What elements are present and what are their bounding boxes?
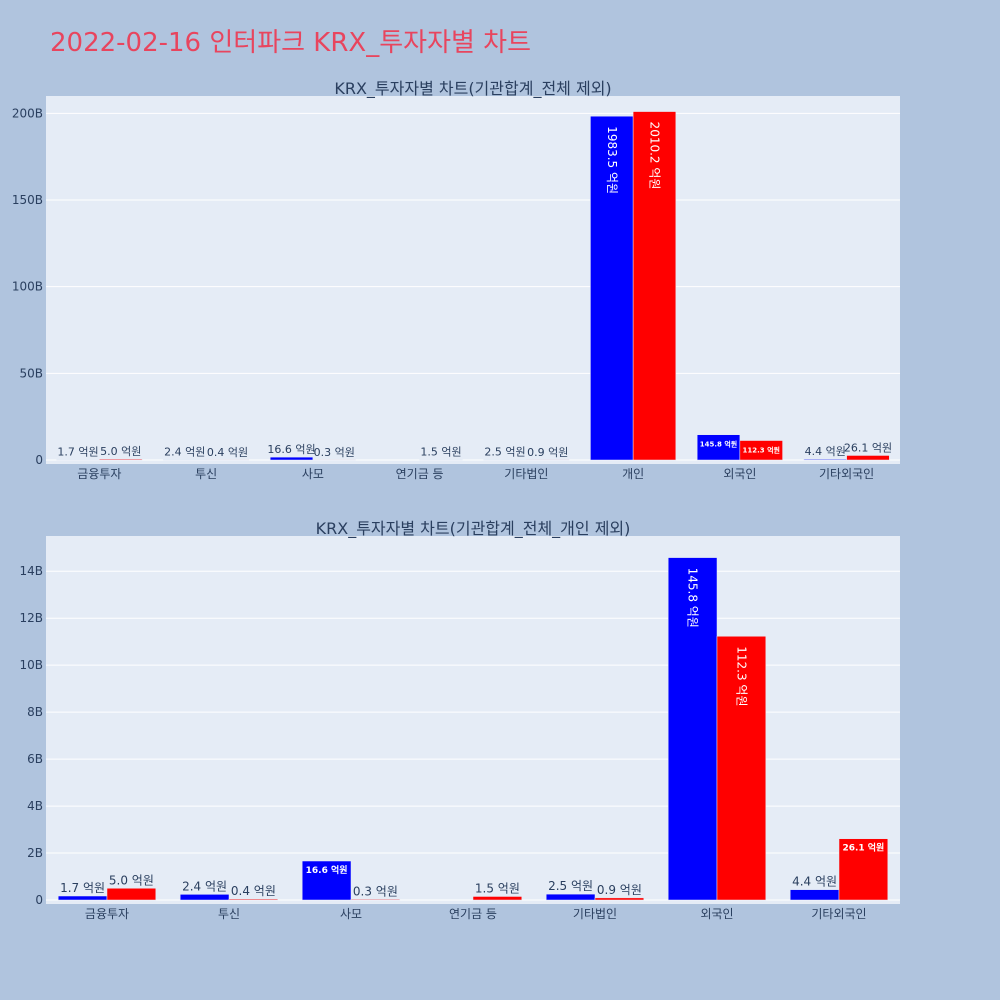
x-tick-label: 기타법인 (573, 907, 617, 921)
bar (106, 888, 157, 901)
x-tick-label: 사모 (340, 907, 362, 921)
data-label: 4.4 억원 (805, 445, 846, 458)
data-label: 2.5 억원 (484, 446, 525, 459)
page-title: 2022-02-16 인터파크 KRX_투자자별 차트 (50, 28, 532, 58)
data-label: 16.6 억원 (267, 443, 315, 456)
y-tick-label: 4B (27, 799, 43, 813)
bar (632, 111, 677, 461)
data-label: 0.3 억원 (314, 446, 355, 459)
data-label: 0.4 억원 (207, 446, 248, 459)
bar (472, 896, 523, 901)
data-label: 2.4 억원 (164, 446, 205, 459)
y-tick-label: 12B (19, 611, 43, 625)
y-tick-label: 6B (27, 752, 43, 766)
bar (789, 889, 840, 901)
x-tick-label: 연기금 등 (449, 907, 497, 921)
x-tick-label: 기타법인 (504, 467, 548, 481)
data-label: 4.4 억원 (792, 875, 837, 889)
data-label: 112.3 억원 (734, 646, 748, 706)
x-tick-label: 기타외국인 (819, 467, 874, 481)
data-label: 112.3 억원 (742, 446, 779, 455)
chart-title-top: KRX_투자자별 차트(기관합계_전체 제외) (334, 79, 611, 99)
x-tick-label: 투신 (195, 467, 217, 481)
data-label: 0.9 억원 (597, 883, 642, 897)
data-label: 5.0 억원 (100, 445, 141, 458)
y-tick-label: 0 (35, 453, 43, 467)
data-label: 145.8 억원 (686, 568, 700, 628)
bar (269, 456, 314, 461)
y-tick-label: 14B (19, 564, 43, 578)
y-tick-label: 50B (19, 366, 43, 380)
y-tick-label: 2B (27, 846, 43, 860)
bar (594, 897, 645, 901)
data-label: 26.1 억원 (844, 441, 892, 454)
data-label: 1.5 억원 (475, 881, 520, 895)
data-label: 145.8 억원 (700, 440, 737, 449)
x-tick-label: 사모 (302, 467, 324, 481)
bar (350, 899, 401, 901)
data-label: 2.4 억원 (182, 879, 227, 893)
bar (545, 893, 596, 901)
bar (739, 440, 783, 461)
data-label: 1.7 억원 (60, 881, 105, 895)
bar (301, 860, 352, 901)
data-label: 2010.2 억원 (647, 122, 661, 190)
bar (228, 898, 279, 901)
x-tick-label: 외국인 (700, 907, 733, 921)
bar (99, 458, 143, 461)
x-tick-label: 금융투자 (77, 467, 121, 481)
bar (667, 557, 718, 901)
bar (179, 894, 230, 901)
data-label: 16.6 억원 (306, 864, 348, 876)
data-label: 0.9 억원 (527, 446, 568, 459)
data-label: 5.0 억원 (109, 873, 154, 887)
bar (846, 455, 890, 461)
bar (57, 895, 108, 901)
y-tick-label: 10B (19, 658, 43, 672)
y-tick-label: 0 (35, 893, 43, 907)
chart-title-bottom: KRX_투자자별 차트(기관합계_전체_개인 제외) (316, 519, 631, 539)
data-label: 2.5 억원 (548, 879, 593, 893)
x-tick-label: 연기금 등 (396, 467, 444, 481)
x-tick-label: 투신 (218, 907, 240, 921)
data-label: 1983.5 억원 (605, 126, 619, 194)
x-tick-label: 외국인 (723, 467, 756, 481)
y-tick-label: 100B (12, 280, 43, 294)
x-tick-label: 개인 (622, 467, 644, 481)
y-tick-label: 8B (27, 705, 43, 719)
plot-area-bottom (46, 536, 900, 904)
x-tick-label: 금융투자 (85, 907, 129, 921)
data-label: 1.7 억원 (57, 446, 98, 459)
bar (838, 838, 889, 901)
data-label: 26.1 억원 (842, 842, 884, 854)
y-tick-label: 200B (12, 106, 43, 120)
plot-area-top (46, 96, 900, 464)
data-label: 1.5 억원 (420, 446, 461, 459)
bar (716, 636, 767, 901)
bar (803, 458, 847, 461)
y-tick-label: 150B (12, 193, 43, 207)
data-label: 0.4 억원 (231, 884, 276, 898)
bar (590, 115, 634, 461)
data-label: 0.3 억원 (353, 884, 398, 898)
x-tick-label: 기타외국인 (811, 907, 866, 921)
